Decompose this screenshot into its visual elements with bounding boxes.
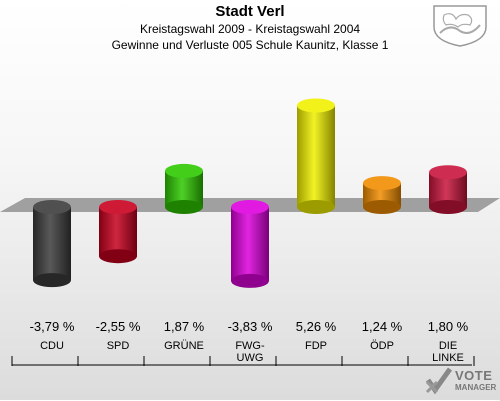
logo-text-vote: VOTE	[455, 368, 493, 383]
bar-bottom-cap	[429, 200, 467, 214]
bar-top-cap	[33, 200, 71, 214]
value-label: -3,83 %	[228, 319, 273, 334]
bar-bottom-cap	[231, 273, 269, 288]
bar-bottom-cap	[33, 273, 71, 288]
bar-bottom-cap	[165, 200, 203, 214]
category-label: GRÜNE	[164, 340, 204, 352]
bar-body	[297, 105, 335, 207]
value-label: 1,24 %	[362, 319, 403, 334]
value-label: -3,79 %	[30, 319, 75, 334]
value-label: 5,26 %	[296, 319, 337, 334]
value-label: -2,55 %	[96, 319, 141, 334]
value-label: 1,87 %	[164, 319, 205, 334]
bar-bottom-cap	[363, 200, 401, 214]
bar-top-cap	[429, 165, 467, 180]
category-label: ÖDP	[370, 340, 394, 352]
bar-bottom-cap	[99, 249, 137, 264]
category-label: CDU	[40, 340, 64, 352]
coat-of-arms-icon	[433, 5, 487, 47]
category-label: SPD	[107, 340, 130, 352]
chart-subtitle-district: Gewinne und Verluste 005 Schule Kaunitz,…	[111, 38, 389, 52]
bar-top-cap	[231, 200, 269, 214]
category-label: UWG	[237, 352, 264, 364]
chart-subtitle-election: Kreistagswahl 2009 - Kreistagswahl 2004	[139, 22, 361, 36]
vote-check-icon	[425, 367, 453, 395]
chart-title: Stadt Verl	[215, 3, 285, 20]
bar-top-cap	[363, 176, 401, 191]
bar-body	[99, 207, 137, 257]
vote-manager-logo: VOTE MANAGER	[425, 366, 500, 398]
bar-body	[33, 207, 71, 281]
category-label: FWG-	[235, 340, 265, 352]
category-label: DIE	[439, 340, 457, 352]
bar-body	[231, 207, 269, 281]
bar-top-cap	[165, 163, 203, 178]
bar-bottom-cap	[297, 200, 335, 214]
category-label: LINKE	[432, 352, 464, 364]
bar-top-cap	[99, 200, 137, 214]
category-label: FDP	[305, 340, 327, 352]
value-label: 1,80 %	[428, 319, 469, 334]
logo-text-manager: MANAGER	[455, 383, 497, 392]
bar-top-cap	[297, 98, 335, 113]
